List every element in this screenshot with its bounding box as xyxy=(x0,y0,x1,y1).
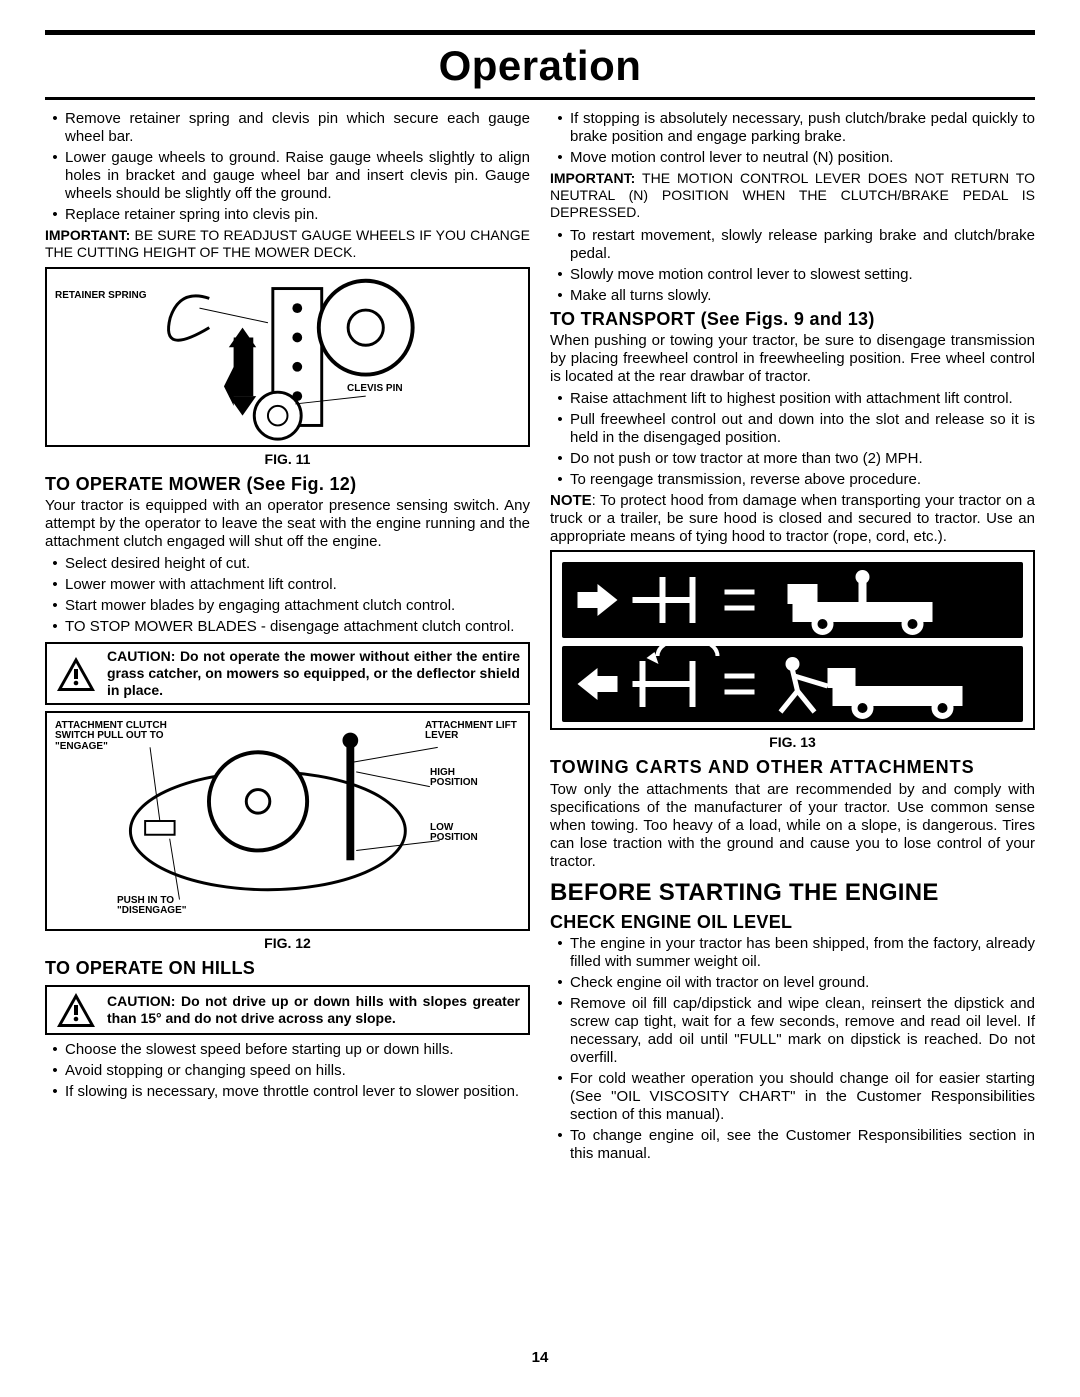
bullet-text: Lower gauge wheels to ground. Raise gaug… xyxy=(65,149,530,203)
bullet-text: Slowly move motion control lever to slow… xyxy=(570,266,1035,284)
bullet-text: If stopping is absolutely necessary, pus… xyxy=(570,110,1035,146)
bullet-text: To change engine oil, see the Customer R… xyxy=(570,1127,1035,1163)
bullet-text: To reengage transmission, reverse above … xyxy=(570,471,1035,489)
bullet-text: Lower mower with attachment lift control… xyxy=(65,576,530,594)
bullet-text: Remove oil fill cap/dipstick and wipe cl… xyxy=(570,995,1035,1067)
fig12-label-push: PUSH IN TO "DISENGAGE" xyxy=(117,896,217,917)
fig13-caption: FIG. 13 xyxy=(550,734,1035,751)
fig11-label-clevis: CLEVIS PIN xyxy=(347,384,403,395)
bullet-text: If slowing is necessary, move throttle c… xyxy=(65,1083,530,1101)
towing-heading: TOWING CARTS AND OTHER ATTACH­MENTS xyxy=(550,757,1035,779)
important-note: IMPORTANT: BE SURE TO READJUST GAUGE WHE… xyxy=(45,227,530,261)
page-number: 14 xyxy=(532,1349,549,1367)
bullet-text: The engine in your tractor has been ship… xyxy=(570,935,1035,971)
hills-bullets: •Choose the slowest speed before startin… xyxy=(45,1041,530,1101)
fig11-label-retainer: RETAINER SPRING xyxy=(55,291,147,302)
before-starting-heading: BEFORE STARTING THE ENGINE xyxy=(550,879,1035,908)
bullet-text: Move motion control lever to neutral (N)… xyxy=(570,149,1035,167)
transport-para: When pushing or towing your tractor, be … xyxy=(550,332,1035,386)
page-title: Operation xyxy=(45,37,1035,97)
bullet-text: Pull freewheel control out and down into… xyxy=(570,411,1035,447)
warning-icon xyxy=(55,991,97,1029)
bullet-text: Do not push or tow tractor at more than … xyxy=(570,450,1035,468)
operate-mower-bullets: •Select desired height of cut. •Lower mo… xyxy=(45,555,530,636)
top-rule xyxy=(45,30,1035,35)
check-oil-heading: CHECK ENGINE OIL LEVEL xyxy=(550,912,1035,934)
bullet-text: TO STOP MOWER BLADES - disengage attachm… xyxy=(65,618,530,636)
bullet-text: Make all turns slowly. xyxy=(570,287,1035,305)
operate-mower-para: Your tractor is equipped with an operato… xyxy=(45,497,530,551)
fig12-label-clutch: ATTACHMENT CLUTCH SWITCH PULL OUT TO "EN… xyxy=(55,721,205,753)
fig12-label-lift: ATTACHMENT LIFT LEVER xyxy=(425,721,520,742)
note-text: : To protect hood from damage when trans… xyxy=(550,492,1035,545)
important-label: IMPORTANT: xyxy=(550,170,635,186)
bullet-text: For cold weather operation you should ch… xyxy=(570,1070,1035,1124)
mid-rule xyxy=(45,97,1035,100)
fig12-label-low: LOW POSITION xyxy=(430,823,502,844)
warning-icon xyxy=(55,655,97,693)
important-label: IMPORTANT: xyxy=(45,227,130,243)
figure-12: ATTACHMENT CLUTCH SWITCH PULL OUT TO "EN… xyxy=(45,711,530,931)
bullet-text: To restart movement, slowly release park… xyxy=(570,227,1035,263)
transport-bullets: •Raise attachment lift to highest positi… xyxy=(550,390,1035,489)
two-column-layout: •Remove retainer spring and clevis pin w… xyxy=(45,110,1035,1166)
fig11-caption: FIG. 11 xyxy=(45,451,530,468)
left-column: •Remove retainer spring and clevis pin w… xyxy=(45,110,530,1166)
caution-text: CAUTION: Do not drive up or down hills w… xyxy=(107,993,520,1027)
caution-label: CAUTION: xyxy=(107,648,175,664)
caution-box-hills: CAUTION: Do not drive up or down hills w… xyxy=(45,985,530,1035)
bullet-text: Check engine oil with tractor on level g… xyxy=(570,974,1035,992)
bullet-text: Select desired height of cut. xyxy=(65,555,530,573)
bullet-text: Replace retainer spring into clevis pin. xyxy=(65,206,530,224)
gauge-wheel-bullets: •Remove retainer spring and clevis pin w… xyxy=(45,110,530,224)
note-label: NOTE xyxy=(550,492,592,509)
bullet-text: Start mower blades by engaging attachmen… xyxy=(65,597,530,615)
caution-label: CAUTION: xyxy=(107,993,175,1009)
hills-heading: TO OPERATE ON HILLS xyxy=(45,958,530,980)
bullet-text: Remove retainer spring and clevis pin wh… xyxy=(65,110,530,146)
transport-heading: TO TRANSPORT (See Figs. 9 and 13) xyxy=(550,309,1035,331)
restart-bullets: •To restart movement, slowly release par… xyxy=(550,227,1035,305)
oil-bullets: •The engine in your tractor has been shi… xyxy=(550,935,1035,1163)
operate-mower-heading: TO OPERATE MOWER (See Fig. 12) xyxy=(45,474,530,496)
caution-text: CAUTION: Do not operate the mower withou… xyxy=(107,648,520,698)
bullet-text: Avoid stopping or changing speed on hill… xyxy=(65,1062,530,1080)
fig12-label-high: HIGH POSITION xyxy=(430,768,502,789)
right-column: •If stopping is absolutely necessary, pu… xyxy=(550,110,1035,1166)
bullet-text: Raise attachment lift to highest positio… xyxy=(570,390,1035,408)
important-note: IMPORTANT: THE MOTION CONTROL LEVER DOES… xyxy=(550,170,1035,220)
figure-11: RETAINER SPRING CLEVIS PIN xyxy=(45,267,530,447)
caution-box-mower: CAUTION: Do not operate the mower withou… xyxy=(45,642,530,704)
fig12-caption: FIG. 12 xyxy=(45,935,530,952)
figure-13 xyxy=(550,550,1035,730)
towing-para: Tow only the attachments that are recomm… xyxy=(550,781,1035,871)
bullet-text: Choose the slowest speed before starting… xyxy=(65,1041,530,1059)
transport-note: NOTE: To protect hood from damage when t… xyxy=(550,492,1035,546)
stopping-bullets: •If stopping is absolutely necessary, pu… xyxy=(550,110,1035,167)
